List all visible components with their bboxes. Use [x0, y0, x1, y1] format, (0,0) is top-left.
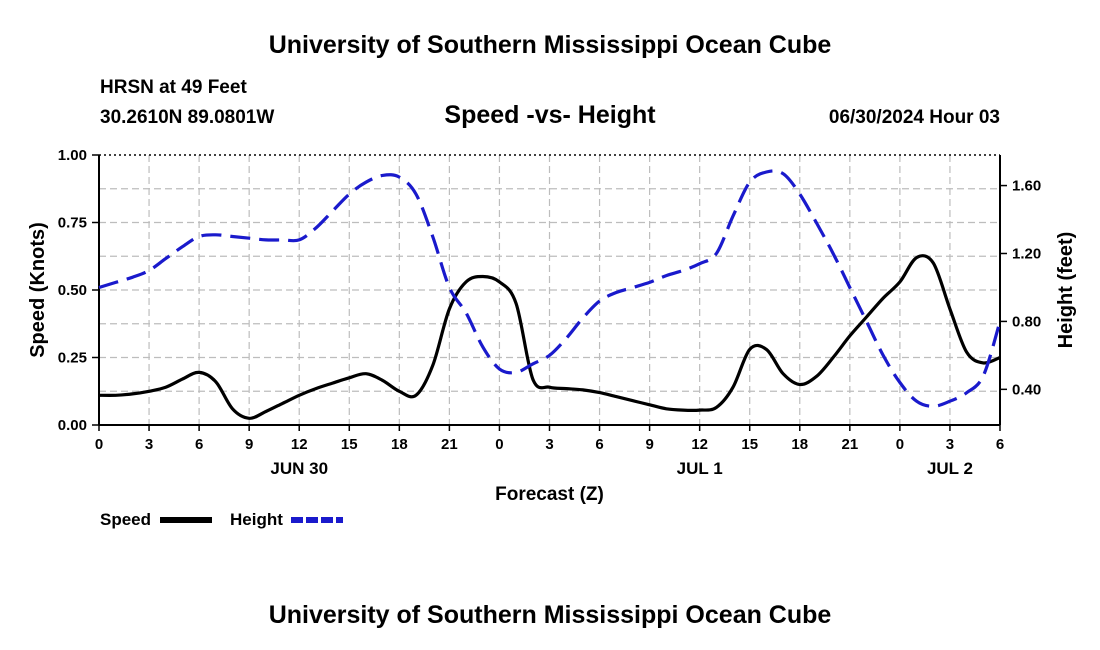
x-tick-label: 18: [391, 436, 408, 453]
x-tick-label: 9: [245, 436, 253, 453]
x-tick-label: 18: [791, 436, 808, 453]
x-tick-label: 0: [495, 436, 503, 453]
station-name: HRSN at 49 Feet: [100, 77, 247, 98]
day-label: JUN 30: [270, 459, 328, 478]
chart-title-top: University of Southern Mississippi Ocean…: [268, 31, 832, 59]
series-layer: [98, 169, 1002, 420]
x-tick-label: 6: [195, 436, 203, 453]
day-label: JUL 1: [677, 459, 723, 478]
x-tick-label: 3: [145, 436, 153, 453]
x-tick-label: 9: [645, 436, 653, 453]
x-tick-label: 15: [341, 436, 358, 453]
y-left-tick-label: 0.75: [58, 215, 87, 232]
y-right-tick-label: 0.80: [1012, 313, 1041, 330]
x-tick-label: 12: [691, 436, 708, 453]
y-right-tick-label: 0.40: [1012, 381, 1041, 398]
x-axis-label: Forecast (Z): [495, 484, 604, 505]
axes-layer: 0 3 6 9 12 15 18 21 0 3 6 9 12 15 18 21 0 3 6 JUN 30 JUL 1 JU…: [58, 147, 1041, 478]
y-left-tick-label: 1.00: [58, 147, 87, 164]
y-right-tick-label: 1.60: [1012, 178, 1041, 195]
legend-label-height: Height: [230, 510, 283, 529]
y-left-tick-label: 0.50: [58, 282, 87, 299]
y-right-tick-label: 1.20: [1012, 245, 1041, 262]
x-tick-label: 21: [841, 436, 858, 453]
x-tick-label: 0: [896, 436, 904, 453]
legend-layer: Speed Height: [100, 510, 343, 529]
series-line-speed: [98, 254, 1001, 420]
x-tick-label: 21: [441, 436, 458, 453]
x-tick-label: 15: [741, 436, 758, 453]
y-axis-left-label: Speed (Knots): [27, 222, 49, 358]
series-line-height: [98, 169, 1002, 408]
y-left-tick-label: 0.25: [58, 350, 87, 367]
x-tick-label: 3: [545, 436, 553, 453]
y-left-tick-label: 0.00: [58, 417, 87, 434]
y-axis-right-label: Height (feet): [1055, 232, 1077, 349]
station-coords: 30.2610N 89.0801W: [100, 107, 275, 128]
x-tick-label: 3: [946, 436, 954, 453]
x-tick-label: 12: [291, 436, 308, 453]
x-tick-label: 0: [95, 436, 103, 453]
plot-subtitle: Speed -vs- Height: [444, 101, 656, 129]
x-tick-label: 6: [595, 436, 603, 453]
forecast-datetime: 06/30/2024 Hour 03: [828, 107, 1000, 128]
x-tick-label: 6: [996, 436, 1004, 453]
day-label: JUL 2: [927, 459, 973, 478]
chart-title-bottom: University of Southern Mississippi Ocean…: [268, 601, 832, 629]
grid-layer: [99, 155, 1000, 425]
legend-label-speed: Speed: [100, 510, 151, 529]
